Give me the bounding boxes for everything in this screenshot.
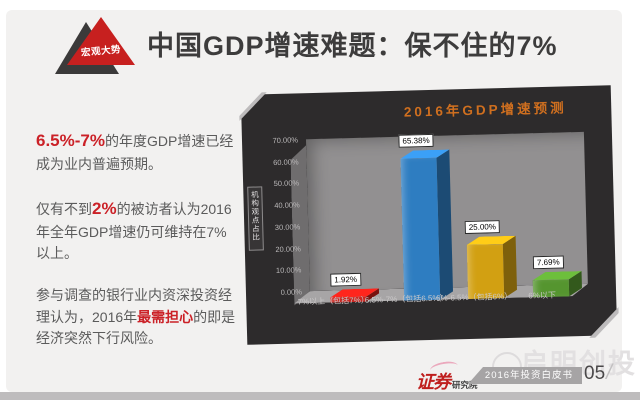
paragraph-2: 仅有不到2%的被访者认为2016年全年GDP增速仍可维持在7%以上。 [36,196,236,264]
securities-research-logo: 证券 研究院 [416,359,478,394]
highlight-text: 最需担心 [137,308,194,325]
key-points: 6.5%-7%的年度GDP增速已经成为业内普遍预期。 仅有不到2%的被访者认为2… [36,128,236,370]
x-tick-label: 7%以上（包括7%） [297,295,369,307]
highlight-text: 6.5%-7% [36,131,105,150]
logo-red-triangle-icon [67,17,135,65]
y-tick-label: 60.00% [273,157,299,167]
page-slash: / [606,361,612,384]
page-title: 中国GDP增速难题：保不住的7% [147,31,558,61]
y-tick-label: 10.00% [275,265,302,276]
y-tick-label: 0.00% [280,287,303,297]
paragraph-1: 6.5%-7%的年度GDP增速已经成为业内普遍预期。 [36,128,236,175]
y-tick-label: 30.00% [274,222,301,232]
corner-curl-icon [593,312,621,339]
x-tick-label: 6%以下 [528,290,557,301]
page-number: 05/ [584,361,612,385]
footer: 启明创投 证券 研究院 2016年投资白皮书 05/ [0,336,640,396]
bottom-strip [0,392,640,400]
bar-value-label: 65.38% [398,133,434,148]
bar-value-label: 25.00% [464,220,501,235]
bar-value-label: 1.92% [330,272,362,287]
y-tick-label: 20.00% [275,243,301,254]
y-tick-label: 40.00% [274,200,300,211]
bar-front [400,157,441,301]
body-text: 的被访者认为2016年全年GDP增速仍可维持在7%以上。 [36,201,232,262]
logo-swoosh-icon [429,359,459,377]
page-number-value: 05 [584,363,606,384]
body-text: 仅有不到 [36,201,92,218]
corner-fold-icon [237,91,264,117]
body-text: 的年度GDP增速已经成为业内普遍预期。 [36,133,234,172]
y-tick-label: 70.00% [272,135,299,146]
logo-main-text: 证券 [416,372,451,392]
chart-panel: 2016年GDP增速预测 机构观点占比 70.00% 60.00% 50.00% 40… [237,85,621,345]
footer-banner: 2016年投资白皮书 [468,367,582,384]
y-axis-title: 机构观点占比 [247,186,264,251]
highlight-text: 2% [92,199,117,219]
body-text: 参与调查的银行业内资深投资经理认为，2016年 [36,287,232,325]
chart-title: 2016年GDP增速预测 [403,100,567,120]
y-tick-label: 50.00% [273,178,300,189]
body-text: 的即是经济突然下行风险。 [36,308,236,346]
bar-value-label: 7.69% [532,255,564,270]
macro-trend-logo: 宏观大势 [55,10,150,90]
bar-side [502,235,517,299]
logo-sub-text: 研究院 [452,380,478,390]
paragraph-3: 参与调查的银行业内资深投资经理认为，2016年最需担心的即是经济突然下行风险。 [36,285,236,349]
bar-front [466,244,505,300]
